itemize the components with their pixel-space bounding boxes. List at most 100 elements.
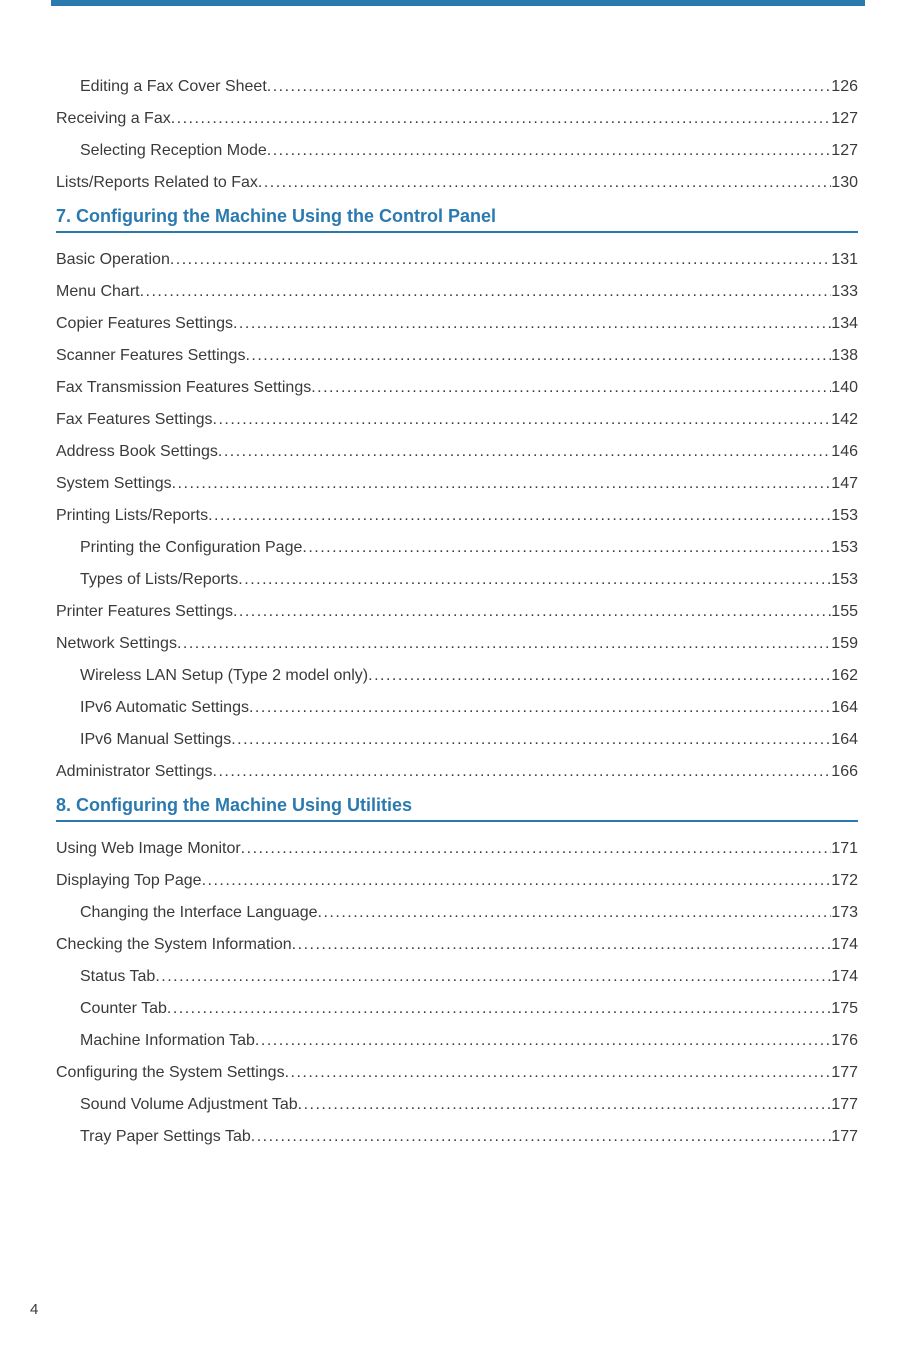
toc-entry: Checking the System Information 174: [56, 936, 858, 954]
toc-leader-dots: [292, 936, 832, 954]
toc-entry-page: 175: [831, 1000, 858, 1018]
toc-entry-page: 177: [831, 1096, 858, 1114]
toc-entry-title: Configuring the System Settings: [56, 1064, 285, 1082]
toc-entry: Menu Chart133: [56, 283, 858, 301]
toc-entry-page: 147: [831, 475, 858, 493]
toc-entry-title: Lists/Reports Related to Fax: [56, 174, 258, 192]
toc-entry: Using Web Image Monitor 171: [56, 840, 858, 858]
toc-entry-page: 126: [831, 78, 858, 96]
toc-entry: Tray Paper Settings Tab177: [56, 1128, 858, 1146]
toc-entry: Status Tab 174: [56, 968, 858, 986]
toc-entry: Scanner Features Settings 138: [56, 347, 858, 365]
toc-entry-page: 177: [831, 1064, 858, 1082]
toc-leader-dots: [233, 315, 831, 333]
toc-leader-dots: [285, 1064, 832, 1082]
toc-container: Editing a Fax Cover Sheet 126 Receiving a …: [56, 78, 858, 1160]
toc-leader-dots: [241, 840, 832, 858]
toc-entry-page: 171: [831, 840, 858, 858]
toc-entry-title: Printing Lists/Reports: [56, 507, 208, 525]
toc-entry-page: 174: [831, 936, 858, 954]
toc-entry-title: Changing the Interface Language: [80, 904, 318, 922]
toc-entry-page: 142: [831, 411, 858, 429]
toc-leader-dots: [231, 731, 831, 749]
toc-entry-title: IPv6 Automatic Settings: [80, 699, 249, 717]
toc-entry: Receiving a Fax 127: [56, 110, 858, 128]
toc-entry: Fax Transmission Features Settings140: [56, 379, 858, 397]
toc-leader-dots: [267, 142, 832, 160]
toc-entry-page: 162: [831, 667, 858, 685]
toc-entry-page: 166: [831, 763, 858, 781]
toc-entry-title: Wireless LAN Setup (Type 2 model only): [80, 667, 368, 685]
toc-entry-title: Network Settings: [56, 635, 177, 653]
toc-entry-page: 173: [831, 904, 858, 922]
toc-entry: IPv6 Automatic Settings164: [56, 699, 858, 717]
toc-leader-dots: [155, 968, 831, 986]
toc-entry-page: 131: [831, 251, 858, 269]
toc-entry: Fax Features Settings 142: [56, 411, 858, 429]
toc-entry-page: 134: [831, 315, 858, 333]
toc-entry-page: 153: [831, 507, 858, 525]
toc-entry-title: Receiving a Fax: [56, 110, 171, 128]
toc-leader-dots: [255, 1032, 831, 1050]
toc-entry: Configuring the System Settings 177: [56, 1064, 858, 1082]
toc-leader-dots: [213, 763, 832, 781]
toc-entry-title: Using Web Image Monitor: [56, 840, 241, 858]
toc-leader-dots: [311, 379, 831, 397]
toc-entry-title: System Settings: [56, 475, 172, 493]
toc-entry-page: 127: [831, 110, 858, 128]
toc-entry-title: Scanner Features Settings: [56, 347, 245, 365]
toc-entry: IPv6 Manual Settings164: [56, 731, 858, 749]
toc-leader-dots: [213, 411, 832, 429]
toc-leader-dots: [267, 78, 832, 96]
toc-entry-title: Copier Features Settings: [56, 315, 233, 333]
toc-entry-title: Status Tab: [80, 968, 155, 986]
toc-entry-title: Checking the System Information: [56, 936, 292, 954]
toc-entry-page: 140: [831, 379, 858, 397]
toc-entry: Changing the Interface Language 173: [56, 904, 858, 922]
toc-entry: Lists/Reports Related to Fax 130: [56, 174, 858, 192]
toc-entry-title: Selecting Reception Mode: [80, 142, 267, 160]
toc-leader-dots: [368, 667, 831, 685]
toc-entry: Address Book Settings146: [56, 443, 858, 461]
toc-entry: Wireless LAN Setup (Type 2 model only) 16…: [56, 667, 858, 685]
toc-leader-dots: [298, 1096, 832, 1114]
toc-leader-dots: [233, 603, 831, 621]
toc-entry-title: Sound Volume Adjustment Tab: [80, 1096, 298, 1114]
toc-entry: Basic Operation131: [56, 251, 858, 269]
toc-leader-dots: [249, 699, 831, 717]
toc-entry-page: 172: [831, 872, 858, 890]
toc-entry-title: Printing the Configuration Page: [80, 539, 302, 557]
toc-leader-dots: [258, 174, 831, 192]
toc-entry: Copier Features Settings 134: [56, 315, 858, 333]
toc-entry-page: 138: [831, 347, 858, 365]
toc-entry-page: 153: [831, 539, 858, 557]
toc-entry-page: 159: [831, 635, 858, 653]
toc-leader-dots: [140, 283, 832, 301]
toc-entry-title: Printer Features Settings: [56, 603, 233, 621]
toc-entry: Machine Information Tab176: [56, 1032, 858, 1050]
toc-entry-page: 174: [831, 968, 858, 986]
toc-entry-page: 146: [831, 443, 858, 461]
toc-entry-title: Administrator Settings: [56, 763, 213, 781]
toc-leader-dots: [202, 872, 832, 890]
toc-entry-title: Types of Lists/Reports: [80, 571, 238, 589]
toc-entry-page: 164: [831, 731, 858, 749]
toc-leader-dots: [218, 443, 831, 461]
toc-entry: Editing a Fax Cover Sheet 126: [56, 78, 858, 96]
page-number: 4: [30, 1301, 38, 1318]
toc-entry-page: 130: [831, 174, 858, 192]
toc-entry-title: Fax Features Settings: [56, 411, 213, 429]
toc-entry: Displaying Top Page172: [56, 872, 858, 890]
toc-entry-page: 127: [831, 142, 858, 160]
toc-entry-title: Counter Tab: [80, 1000, 167, 1018]
toc-entry-title: Editing a Fax Cover Sheet: [80, 78, 267, 96]
toc-leader-dots: [245, 347, 831, 365]
toc-entry: Selecting Reception Mode 127: [56, 142, 858, 160]
toc-leader-dots: [177, 635, 831, 653]
toc-entry: Types of Lists/Reports153: [56, 571, 858, 589]
toc-entry-page: 176: [831, 1032, 858, 1050]
toc-leader-dots: [238, 571, 831, 589]
toc-leader-dots: [208, 507, 831, 525]
section-heading: 7. Configuring the Machine Using the Con…: [56, 206, 858, 233]
section-heading: 8. Configuring the Machine Using Utiliti…: [56, 795, 858, 822]
